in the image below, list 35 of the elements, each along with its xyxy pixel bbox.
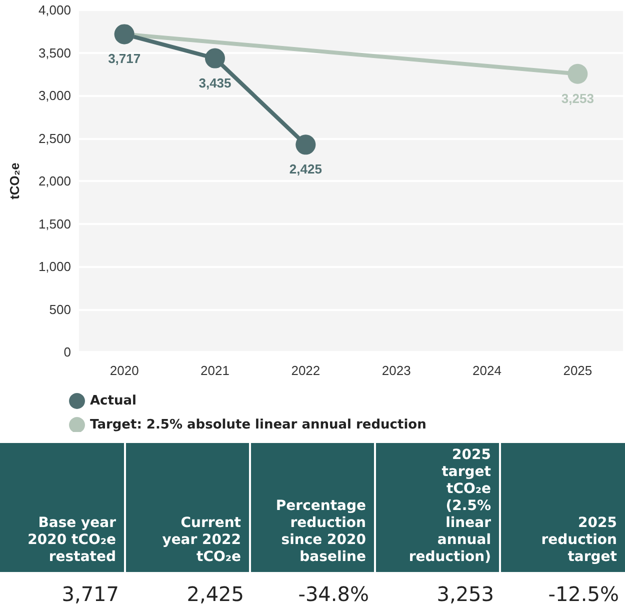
text: 3,717 xyxy=(62,582,119,606)
y-tick-label: 3,500 xyxy=(38,45,71,60)
y-axis-title: tCO₂e xyxy=(7,162,22,200)
data-label: 2,425 xyxy=(289,162,322,177)
text: -12.5% xyxy=(548,582,619,606)
point xyxy=(568,64,588,84)
y-tick-label: 500 xyxy=(49,302,71,317)
x-tick-label: 2021 xyxy=(200,363,230,378)
x-tick-label: 2020 xyxy=(110,363,139,378)
data-label: 3,253 xyxy=(561,90,594,106)
category-label: Base year 2020 tCO₂e restated xyxy=(0,443,125,572)
x-tick-label: 2024 xyxy=(472,363,502,378)
text: 3,253 xyxy=(436,582,494,606)
legend-label: Actual xyxy=(90,394,136,408)
point xyxy=(205,48,225,68)
category-label: 2025 reduction target xyxy=(500,443,625,572)
x-tick-label: 2022 xyxy=(291,363,320,378)
legend-label: Target: 2.5% absolute linear annual reduction xyxy=(90,418,426,432)
y-tick-label: 3,000 xyxy=(38,88,71,103)
category-label: 2025 target tCO₂e (2.5% linear annual reduction) xyxy=(375,443,500,572)
x-tick-label: 2023 xyxy=(382,363,411,378)
text: 2,425 xyxy=(186,582,244,606)
data-label: 3,717 xyxy=(108,51,141,66)
y-tick-label: 2,500 xyxy=(38,130,71,146)
y-tick-label: 4,000 xyxy=(38,2,71,18)
category-label: Percentage reduction since 2020 baseline xyxy=(250,443,375,572)
data-label: 3,435 xyxy=(198,75,232,90)
y-tick-label: 1,000 xyxy=(38,259,71,274)
x-tick-label: 2025 xyxy=(563,363,592,378)
point xyxy=(296,134,316,155)
y-tick-label: 2,000 xyxy=(38,174,71,188)
text: -34.8% xyxy=(298,582,369,606)
y-tick-label: 1,500 xyxy=(38,216,71,232)
y-tick-label: 0 xyxy=(64,344,71,360)
category-label: Current year 2022 tCO₂e xyxy=(125,443,250,572)
